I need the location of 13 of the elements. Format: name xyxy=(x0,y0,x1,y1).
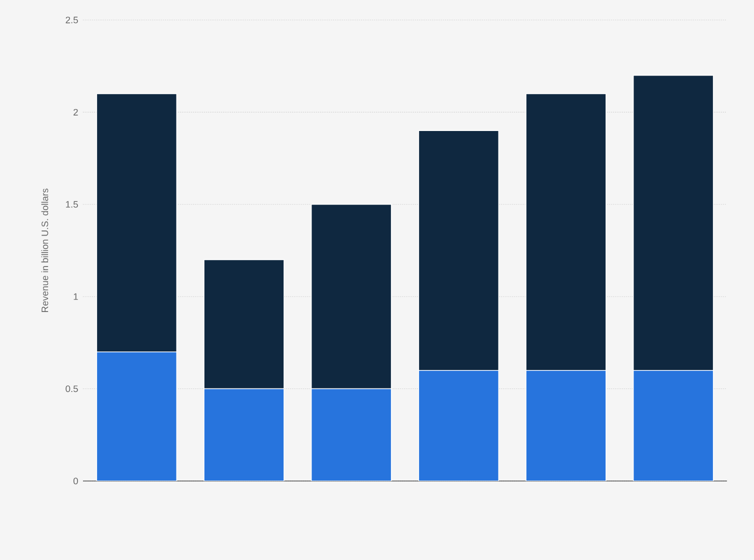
y-tick-label: 2.5 xyxy=(66,16,78,24)
y-axis-title: Revenue in billion U.S. dollars xyxy=(41,188,48,312)
y-tick-label: 2 xyxy=(74,108,78,116)
y-tick-label: 0 xyxy=(73,478,78,484)
bar xyxy=(632,370,714,481)
bar xyxy=(418,370,500,481)
y-tick-label: 0.5 xyxy=(66,385,78,392)
y-tick-label: 1.5 xyxy=(66,201,78,208)
bar xyxy=(96,352,178,481)
bar xyxy=(310,388,392,481)
bar xyxy=(204,388,284,481)
y-tick-label: 1 xyxy=(74,293,78,300)
bar xyxy=(526,370,606,481)
